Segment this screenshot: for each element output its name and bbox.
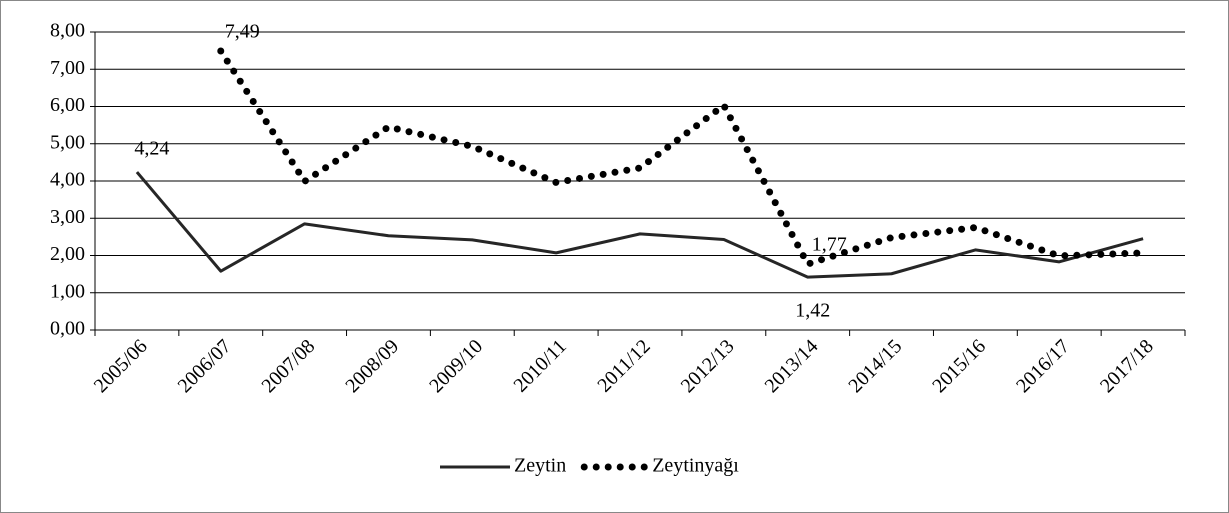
y-tick-label: 8,00 xyxy=(50,20,85,42)
y-tick-label: 7,00 xyxy=(50,57,85,79)
y-tick-label: 0,00 xyxy=(50,318,85,340)
data-label: 1,42 xyxy=(795,300,830,322)
legend-label: Zeytinyağı xyxy=(652,455,739,477)
y-tick-label: 5,00 xyxy=(50,131,85,153)
data-label: 7,49 xyxy=(225,21,260,43)
data-label: 1,77 xyxy=(812,234,847,256)
legend-label: Zeytin xyxy=(514,455,566,477)
y-tick-label: 4,00 xyxy=(50,169,85,191)
y-tick-label: 3,00 xyxy=(50,206,85,228)
data-label: 4,24 xyxy=(134,138,169,160)
y-tick-label: 1,00 xyxy=(50,280,85,302)
y-tick-label: 6,00 xyxy=(50,94,85,116)
series-line xyxy=(217,47,1147,268)
series-line xyxy=(135,171,1144,279)
y-tick-label: 2,00 xyxy=(50,243,85,265)
